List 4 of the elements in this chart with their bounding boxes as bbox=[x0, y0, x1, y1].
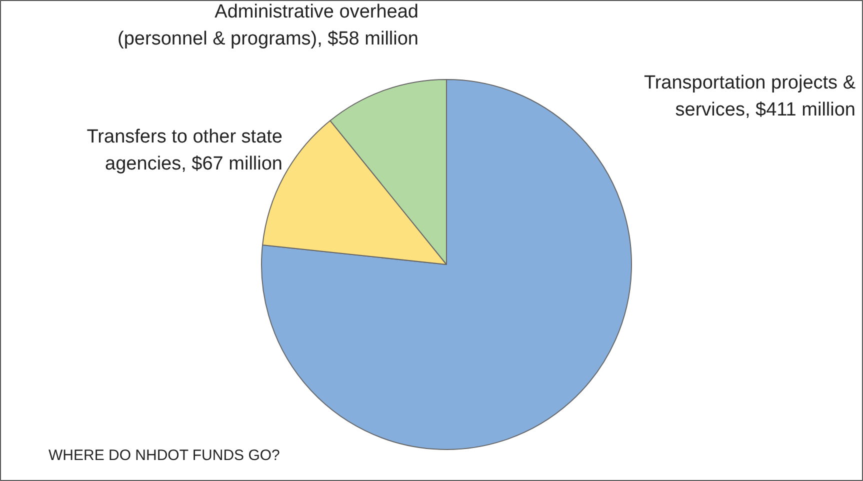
slice-label: Transportation projects & services, $411 million bbox=[644, 72, 856, 121]
text: WHERE DO NHDOT FUNDS GO? bbox=[48, 447, 280, 464]
slice-label: Administrative overhead (personnel & programs), $58 million bbox=[118, 1, 419, 50]
slice-label: Transfers to other state agencies, $67 million bbox=[86, 126, 283, 175]
